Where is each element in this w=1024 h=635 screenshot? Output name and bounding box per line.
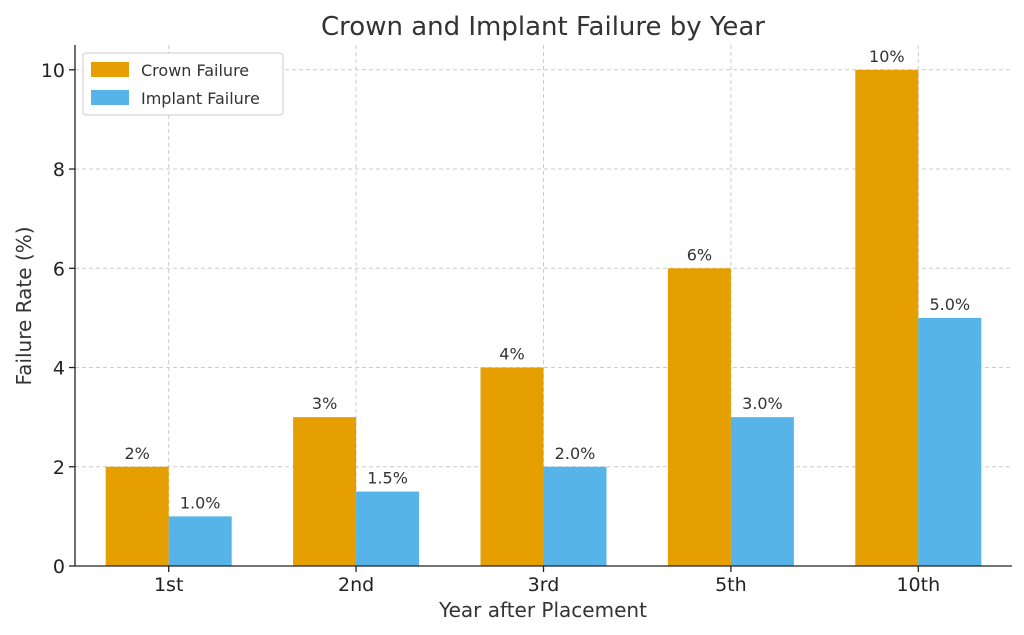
tick-labels: 0 2 4 6 8 10 1st 2nd 3rd 5th 10th xyxy=(41,60,940,596)
implant-failure-value-label: 1.0% xyxy=(180,493,221,512)
implant-failure-bar xyxy=(356,491,420,566)
y-tick-label: 8 xyxy=(53,159,65,181)
crown-failure-value-label: 2% xyxy=(125,444,150,463)
x-axis-label: Year after Placement xyxy=(438,598,647,622)
crown-failure-value-label: 4% xyxy=(499,345,524,364)
implant-failure-bar xyxy=(543,466,607,566)
crown-failure-bar xyxy=(293,417,357,566)
legend-box xyxy=(82,52,284,116)
implant-failure-value-label: 1.5% xyxy=(367,469,408,488)
x-tick-label: 2nd xyxy=(338,574,374,596)
implant-failure-bar xyxy=(168,516,232,566)
crown-failure-value-label: 10% xyxy=(869,47,905,66)
axes xyxy=(69,45,1012,572)
legend-swatch-crown xyxy=(91,62,129,77)
crown-failure-bar xyxy=(480,367,544,566)
implant-failure-bar xyxy=(730,417,794,566)
legend: Crown Failure Implant Failure xyxy=(82,52,284,116)
data-labels: 2% 1.0% 3% 1.5% 4% 2.0% 6% 3.0% 10% 5.0% xyxy=(125,47,971,513)
implant-failure-bar xyxy=(918,317,982,566)
implant-failure-value-label: 3.0% xyxy=(742,394,783,413)
x-tick-label: 1st xyxy=(154,574,183,596)
legend-swatch-implant xyxy=(91,90,129,105)
implant-failure-value-label: 5.0% xyxy=(929,295,970,314)
x-tick-label: 10th xyxy=(896,574,940,596)
x-tick-label: 5th xyxy=(715,574,747,596)
y-tick-label: 2 xyxy=(53,457,65,479)
implant-failure-value-label: 2.0% xyxy=(555,444,596,463)
crown-failure-bar xyxy=(855,69,919,567)
crown-failure-value-label: 6% xyxy=(687,245,712,264)
chart-title: Crown and Implant Failure by Year xyxy=(321,12,765,42)
legend-label-crown: Crown Failure xyxy=(141,61,249,80)
bars xyxy=(105,69,982,567)
y-axis-label: Failure Rate (%) xyxy=(12,227,36,386)
y-tick-label: 10 xyxy=(41,60,65,82)
y-tick-label: 6 xyxy=(53,258,65,280)
crown-failure-bar xyxy=(105,466,169,566)
x-tick-label: 3rd xyxy=(528,574,560,596)
y-tick-label: 0 xyxy=(53,556,65,578)
crown-failure-value-label: 3% xyxy=(312,394,337,413)
y-tick-label: 4 xyxy=(53,358,65,380)
legend-label-implant: Implant Failure xyxy=(141,89,260,108)
crown-failure-bar xyxy=(667,268,731,566)
